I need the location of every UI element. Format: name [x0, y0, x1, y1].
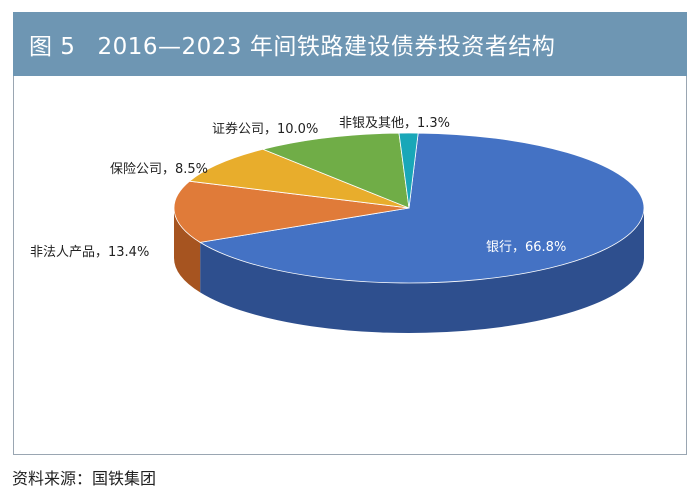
- pie-side-1: [174, 208, 201, 293]
- figure-title-block: 图 5 2016—2023 年间铁路建设债券投资者结构: [29, 27, 555, 61]
- pie-tops: [173, 132, 645, 284]
- figure-number: 图 5: [29, 34, 76, 60]
- pie-label-1: 非法人产品，13.4%: [30, 245, 149, 260]
- figure-title: 2016—2023 年间铁路建设债券投资者结构: [97, 34, 556, 60]
- chart-panel: 银行，66.8% 非法人产品，13.4% 保险公司，8.5% 证券公司，10.0% 非银…: [13, 76, 687, 455]
- pie-labels: 银行，66.8% 非法人产品，13.4% 保险公司，8.5% 证券公司，10.0% 非银…: [30, 116, 566, 260]
- pie-slice-4: [398, 132, 419, 209]
- pie-slice-3: [261, 132, 410, 209]
- pie-label-2: 保险公司，8.5%: [110, 162, 208, 177]
- pie-chart: 银行，66.8% 非法人产品，13.4% 保险公司，8.5% 证券公司，10.0% 非银…: [30, 116, 645, 333]
- pie-label-4: 非银及其他，1.3%: [339, 116, 450, 131]
- pie-label-3: 证券公司，10.0%: [212, 121, 318, 137]
- pie-slice-2: [188, 148, 410, 209]
- pie-slice-1: [173, 180, 410, 243]
- pie-label-0: 银行，66.8%: [486, 240, 566, 255]
- pie-sides: [174, 208, 644, 333]
- pie-side-0: [200, 208, 644, 333]
- figure-header: 图 5 2016—2023 年间铁路建设债券投资者结构: [13, 12, 687, 76]
- pie-slice-0: [199, 132, 645, 284]
- source-note: 资料来源：国铁集团: [12, 469, 157, 488]
